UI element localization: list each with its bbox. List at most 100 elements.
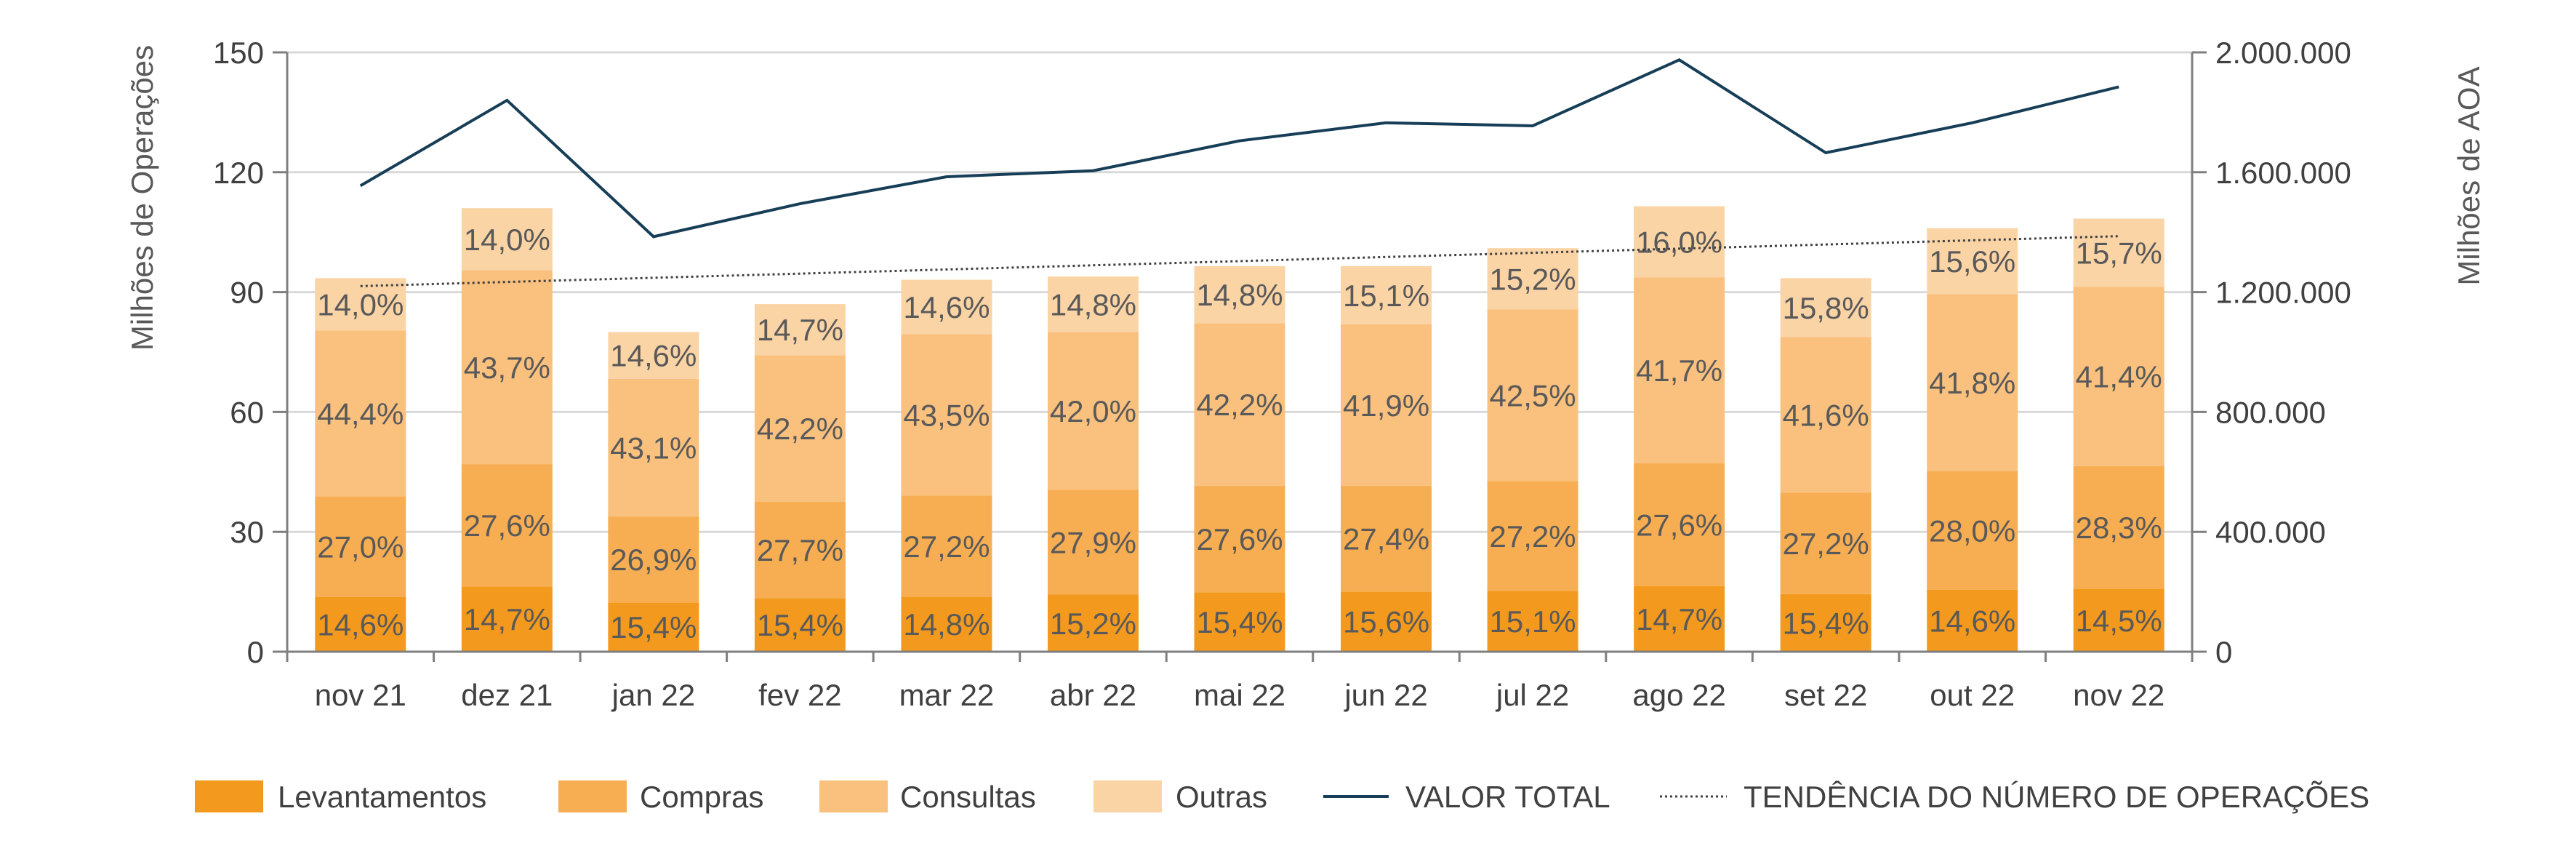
y-tick-label-left: 30 [230, 515, 264, 549]
bar-segment-compras [315, 496, 406, 598]
line-series [359, 58, 2119, 287]
bar-segment-compras [461, 464, 553, 587]
data-label: 15,2% [1050, 607, 1136, 641]
x-tick-label: nov 22 [2073, 678, 2164, 712]
y-tick-label-right: 800.000 [2215, 395, 2326, 429]
bar-segment-compras [1341, 486, 1432, 592]
bar-segment-consultas [1047, 332, 1139, 490]
data-label: 14,6% [317, 608, 404, 642]
bar-segment-outras [901, 279, 992, 335]
y-tick-label-left: 90 [230, 276, 264, 310]
bar-segment-outras [1780, 278, 1871, 337]
x-tick-label: fev 22 [758, 678, 841, 712]
data-label: 41,8% [1929, 366, 2015, 400]
bar-segment-consultas [1194, 323, 1285, 487]
bar-segment-consultas [461, 270, 553, 465]
data-label: 43,7% [464, 351, 550, 385]
bar-segment-compras [754, 502, 846, 599]
data-label: 14,6% [610, 339, 697, 373]
data-label: 42,0% [1050, 394, 1136, 428]
bar-segment-compras [1194, 486, 1285, 593]
x-tick-label: abr 22 [1050, 678, 1136, 712]
data-label: 14,0% [317, 287, 404, 321]
data-label: 14,8% [903, 607, 990, 642]
data-label: 42,5% [1490, 378, 1576, 412]
data-label: 41,9% [1343, 388, 1429, 423]
segment-labels: 14,6% 27,0% 44,4% 14,0% 14,7% 27,6% 43,7% 14,0%… [317, 223, 2162, 644]
legend-label: VALOR TOTAL [1405, 780, 1610, 814]
data-label: 27,2% [1490, 519, 1576, 554]
line-valor-total [359, 58, 2119, 239]
bar-segment-outras [315, 278, 406, 331]
data-label: 14,7% [464, 602, 550, 636]
legend-label: Compras [640, 780, 763, 814]
bar-segment-outras [1047, 276, 1139, 332]
bar-segment-levantamentos [2073, 588, 2164, 652]
data-label: 15,4% [1196, 605, 1283, 639]
bar-segment-outras [461, 208, 553, 271]
bar-segment-outras [1341, 265, 1432, 324]
data-label: 43,1% [610, 431, 697, 465]
legend-label: Levantamentos [278, 780, 486, 814]
bar-segment-compras [1634, 463, 1725, 586]
bar-segment-levantamentos [608, 602, 699, 652]
bar-segment-levantamentos [1780, 594, 1871, 652]
bar-segment-consultas [1487, 309, 1578, 482]
bar-segment-consultas [608, 378, 699, 517]
bar-segment-consultas [901, 334, 992, 496]
data-label: 27,7% [757, 533, 843, 567]
bar-segment-outras [1634, 206, 1725, 278]
stacked-bars [315, 206, 2164, 652]
data-label: 27,2% [903, 530, 990, 564]
bar-segment-outras [608, 332, 699, 379]
data-label: 28,0% [1929, 514, 2015, 548]
data-label: 41,7% [1636, 353, 1722, 388]
bar-segment-levantamentos [754, 598, 846, 652]
bar-segment-levantamentos [1341, 591, 1432, 652]
legend-swatch-outras [1094, 780, 1162, 812]
data-label: 14,5% [2076, 604, 2162, 638]
data-label: 44,4% [317, 396, 404, 431]
data-label: 15,1% [1343, 279, 1429, 313]
data-label: 15,8% [1783, 291, 1869, 325]
y-tick-label-right: 0 [2215, 635, 2232, 669]
bar-segment-outras [2073, 218, 2164, 287]
data-label: 26,9% [610, 543, 697, 577]
data-label: 14,7% [1636, 602, 1722, 636]
axes [273, 51, 2207, 662]
y-tick-label-left: 150 [213, 36, 264, 70]
data-label: 27,0% [317, 530, 404, 564]
bar-segment-compras [1487, 481, 1578, 591]
data-label: 42,2% [757, 412, 843, 446]
bar-segment-compras [1047, 490, 1139, 595]
data-label: 15,2% [1490, 262, 1576, 296]
y-axis-left-title: Milhões de Operações [125, 45, 159, 351]
data-label: 27,6% [1196, 522, 1283, 556]
y-tick-label-right: 1.200.000 [2215, 276, 2351, 310]
legend: Levantamentos Compras Consultas Outras VALOR… [195, 780, 2370, 814]
bar-segment-levantamentos [315, 597, 406, 652]
x-tick-label: nov 21 [315, 678, 406, 712]
legend-label: Consultas [900, 780, 1036, 814]
y-tick-label-left: 120 [213, 156, 264, 190]
bar-segment-compras [901, 495, 992, 597]
data-label: 16,0% [1636, 225, 1722, 259]
data-label: 43,5% [903, 398, 990, 432]
bar-segment-levantamentos [1927, 589, 2018, 652]
legend-swatch-levantamentos [195, 780, 263, 812]
data-label: 14,6% [1929, 604, 2015, 638]
data-label: 15,4% [1783, 606, 1869, 640]
legend-label: Outras [1176, 780, 1267, 814]
data-label: 15,7% [2076, 236, 2162, 270]
data-label: 14,6% [903, 290, 990, 324]
bar-segment-compras [1927, 471, 2018, 590]
bar-segment-consultas [315, 330, 406, 497]
data-label: 15,1% [1490, 604, 1576, 639]
x-tick-label: mar 22 [899, 678, 995, 712]
bar-segment-compras [2073, 466, 2164, 589]
trend-line [360, 235, 2119, 287]
data-label: 41,4% [2076, 360, 2162, 394]
data-label: 15,4% [757, 608, 843, 642]
data-label: 27,9% [1050, 525, 1136, 559]
